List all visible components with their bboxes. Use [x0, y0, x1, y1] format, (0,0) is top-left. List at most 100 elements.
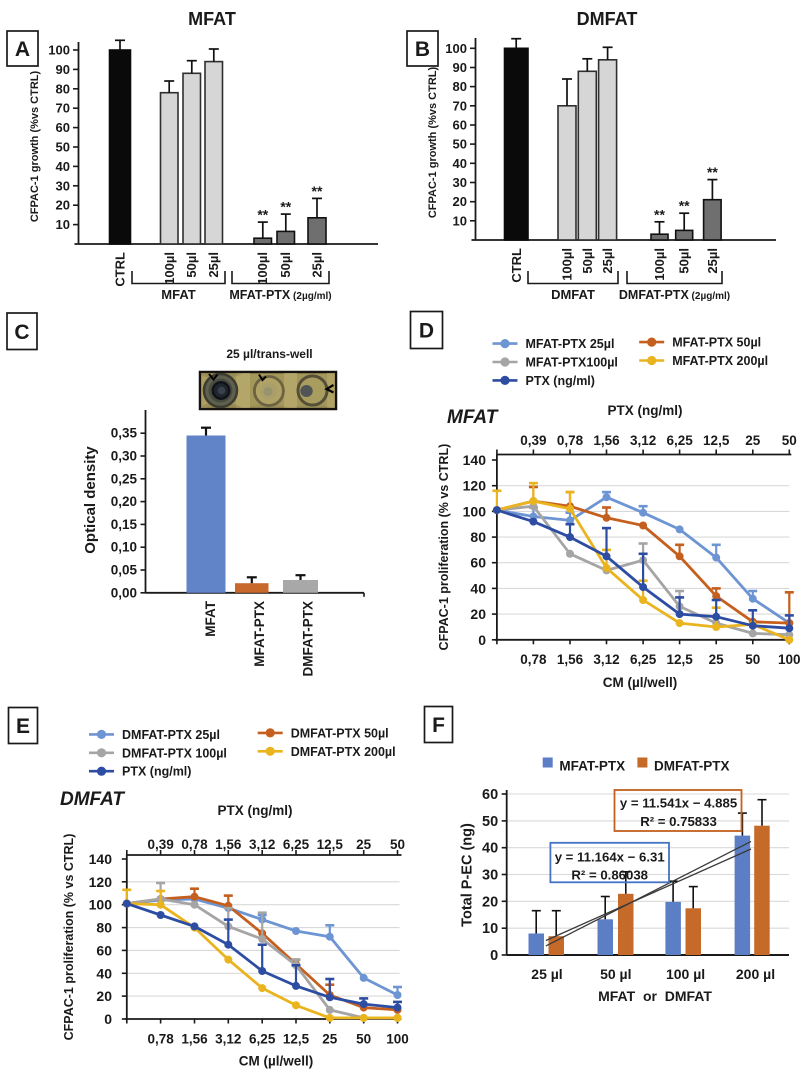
svg-text:40: 40 [453, 156, 467, 171]
svg-text:6,25: 6,25 [249, 1032, 276, 1047]
svg-text:100: 100 [386, 1032, 409, 1047]
svg-text:MFAT-PTX (2µg/ml): MFAT-PTX (2µg/ml) [229, 288, 331, 302]
svg-text:20: 20 [453, 194, 467, 209]
svg-text:Total P-EC (ng): Total P-EC (ng) [460, 823, 476, 927]
svg-text:80: 80 [470, 529, 486, 545]
svg-text:**: ** [312, 183, 323, 199]
svg-text:100: 100 [445, 41, 467, 56]
svg-text:PTX (ng/ml): PTX (ng/ml) [122, 765, 191, 779]
svg-text:DMFAT-PTX 25µl: DMFAT-PTX 25µl [122, 728, 220, 742]
svg-text:140: 140 [89, 851, 113, 867]
svg-text:10: 10 [56, 217, 70, 232]
svg-text:1,56: 1,56 [593, 433, 620, 448]
svg-text:60: 60 [470, 555, 486, 571]
svg-text:120: 120 [463, 478, 487, 494]
svg-text:100: 100 [463, 503, 487, 519]
svg-text:25µl: 25µl [705, 248, 720, 274]
svg-text:50: 50 [356, 1032, 371, 1047]
svg-text:50: 50 [453, 137, 467, 152]
svg-text:PTX (ng/ml): PTX (ng/ml) [608, 403, 683, 418]
svg-text:F: F [432, 714, 445, 737]
svg-text:0,39: 0,39 [147, 837, 173, 852]
svg-text:DMFAT: DMFAT [551, 287, 595, 302]
svg-text:0,35: 0,35 [111, 426, 138, 441]
svg-text:CFPAC-1 growth (%vs CTRL): CFPAC-1 growth (%vs CTRL) [29, 70, 41, 222]
svg-text:25µl: 25µl [600, 248, 615, 274]
svg-text:R² = 0.86038: R² = 0.86038 [571, 868, 648, 883]
svg-text:0: 0 [104, 1011, 112, 1027]
svg-text:6,25: 6,25 [630, 652, 657, 667]
svg-text:0: 0 [490, 948, 498, 964]
svg-text:50µl: 50µl [278, 252, 293, 278]
svg-text:1,56: 1,56 [215, 837, 242, 852]
svg-text:100µl: 100µl [255, 252, 270, 285]
svg-text:50: 50 [390, 837, 405, 852]
svg-text:1,56: 1,56 [557, 652, 584, 667]
svg-text:0,20: 0,20 [111, 494, 137, 509]
svg-text:70: 70 [56, 101, 70, 116]
svg-text:CM (µl/well): CM (µl/well) [239, 1054, 314, 1069]
svg-text:MFAT-PTX 50µl: MFAT-PTX 50µl [672, 336, 761, 350]
svg-text:50µl: 50µl [184, 252, 199, 278]
svg-text:0,00: 0,00 [111, 585, 137, 600]
svg-text:60: 60 [482, 787, 498, 803]
svg-text:140: 140 [463, 452, 487, 468]
svg-text:CTRL: CTRL [113, 252, 128, 287]
svg-text:25 µl/trans-well: 25 µl/trans-well [226, 347, 312, 361]
svg-text:B: B [415, 38, 430, 61]
svg-text:CM (µl/well): CM (µl/well) [603, 675, 678, 690]
svg-text:DMFAT-PTX: DMFAT-PTX [301, 601, 316, 677]
svg-text:0,78: 0,78 [520, 652, 547, 667]
svg-text:100: 100 [48, 43, 70, 58]
svg-text:12,5: 12,5 [283, 1032, 310, 1047]
svg-text:100: 100 [778, 652, 801, 667]
svg-text:100 µl: 100 µl [666, 966, 705, 982]
svg-text:DMFAT-PTX 100µl: DMFAT-PTX 100µl [122, 746, 227, 760]
svg-text:0,05: 0,05 [111, 563, 138, 578]
svg-text:30: 30 [56, 178, 70, 193]
svg-text:PTX (ng/ml): PTX (ng/ml) [218, 803, 293, 818]
svg-text:25µl: 25µl [206, 252, 221, 278]
svg-text:100: 100 [89, 897, 113, 913]
svg-text:80: 80 [96, 920, 112, 936]
svg-text:DMFAT-PTX 50µl: DMFAT-PTX 50µl [291, 726, 389, 740]
svg-text:MFAT-PTX: MFAT-PTX [559, 759, 625, 774]
svg-text:100µl: 100µl [560, 248, 575, 281]
svg-text:0,78: 0,78 [557, 433, 584, 448]
svg-text:12,5: 12,5 [703, 433, 730, 448]
svg-text:25: 25 [322, 1032, 338, 1047]
svg-text:CFPAC-1 growth (%vs CTRL): CFPAC-1 growth (%vs CTRL) [427, 66, 439, 218]
svg-text:12,5: 12,5 [317, 837, 344, 852]
svg-text:**: ** [654, 206, 665, 222]
svg-text:50µl: 50µl [580, 248, 595, 274]
svg-text:80: 80 [453, 79, 467, 94]
svg-text:80: 80 [56, 81, 70, 96]
svg-text:DMFAT-PTX (2µg/ml): DMFAT-PTX (2µg/ml) [619, 288, 730, 302]
svg-text:PTX (ng/ml): PTX (ng/ml) [526, 374, 595, 388]
svg-text:CFPAC-1 proliferation (% vs CT: CFPAC-1 proliferation (% vs CTRL) [62, 834, 76, 1041]
svg-text:D: D [419, 320, 434, 343]
svg-text:30: 30 [482, 868, 498, 884]
svg-text:60: 60 [56, 120, 70, 135]
svg-text:50: 50 [56, 140, 70, 155]
svg-text:25µl: 25µl [310, 252, 325, 278]
svg-text:25: 25 [745, 433, 761, 448]
svg-text:MFAT: MFAT [188, 9, 236, 29]
svg-text:0,30: 0,30 [111, 449, 137, 464]
svg-text:70: 70 [453, 98, 467, 113]
svg-text:0,25: 0,25 [111, 471, 138, 486]
svg-text:50: 50 [782, 433, 797, 448]
svg-text:DMFAT-PTX: DMFAT-PTX [654, 759, 730, 774]
svg-text:6,25: 6,25 [666, 433, 693, 448]
svg-text:60: 60 [453, 118, 467, 133]
svg-text:MFAT-PTX100µl: MFAT-PTX100µl [526, 356, 618, 370]
svg-text:**: ** [257, 207, 268, 223]
svg-text:MFAT-PTX 25µl: MFAT-PTX 25µl [526, 337, 615, 351]
svg-text:40: 40 [96, 965, 112, 981]
svg-text:0,78: 0,78 [181, 837, 208, 852]
svg-text:25: 25 [709, 652, 725, 667]
svg-text:30: 30 [453, 175, 467, 190]
svg-text:0,39: 0,39 [520, 433, 546, 448]
svg-text:120: 120 [89, 874, 113, 890]
svg-text:50µl: 50µl [677, 248, 692, 274]
